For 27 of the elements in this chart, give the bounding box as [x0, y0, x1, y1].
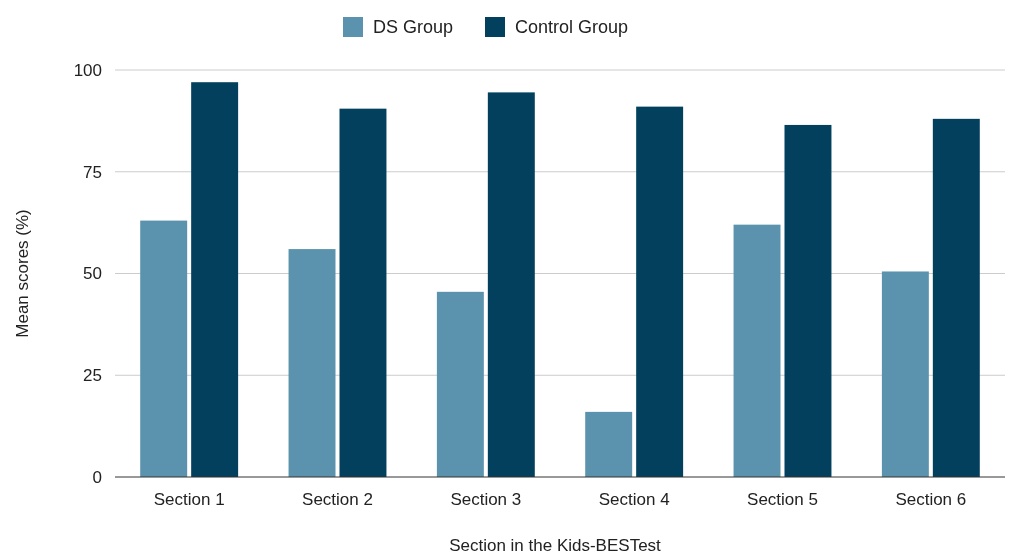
legend-label: DS Group [373, 17, 454, 38]
bar [288, 249, 336, 477]
x-tick-label: Section 6 [895, 490, 967, 509]
bar [140, 220, 188, 477]
bar [436, 291, 484, 477]
y-tick-label: 50 [83, 264, 102, 284]
bar [636, 106, 684, 477]
x-tick-label: Section 5 [747, 490, 818, 509]
x-axis-title: Section in the Kids-BESTest [449, 536, 662, 555]
y-tick-label: 100 [73, 60, 102, 80]
bar [487, 92, 535, 477]
bar [881, 271, 929, 477]
y-tick-label: 75 [83, 162, 102, 182]
x-tick-label: Section 3 [450, 490, 522, 509]
y-tick-label: 0 [92, 467, 102, 487]
bar [339, 108, 387, 477]
x-tick-label: Section 1 [153, 490, 225, 509]
bar [932, 118, 980, 477]
x-tick-label: Section 2 [302, 490, 373, 509]
bar [784, 124, 832, 477]
bar [585, 411, 633, 477]
x-tick-label: Section 4 [598, 490, 670, 509]
bar [733, 224, 781, 477]
y-axis-title: Mean scores (%) [13, 209, 32, 338]
y-tick-label: 25 [83, 366, 102, 386]
legend-label: Control Group [515, 17, 629, 38]
bar [191, 82, 239, 477]
